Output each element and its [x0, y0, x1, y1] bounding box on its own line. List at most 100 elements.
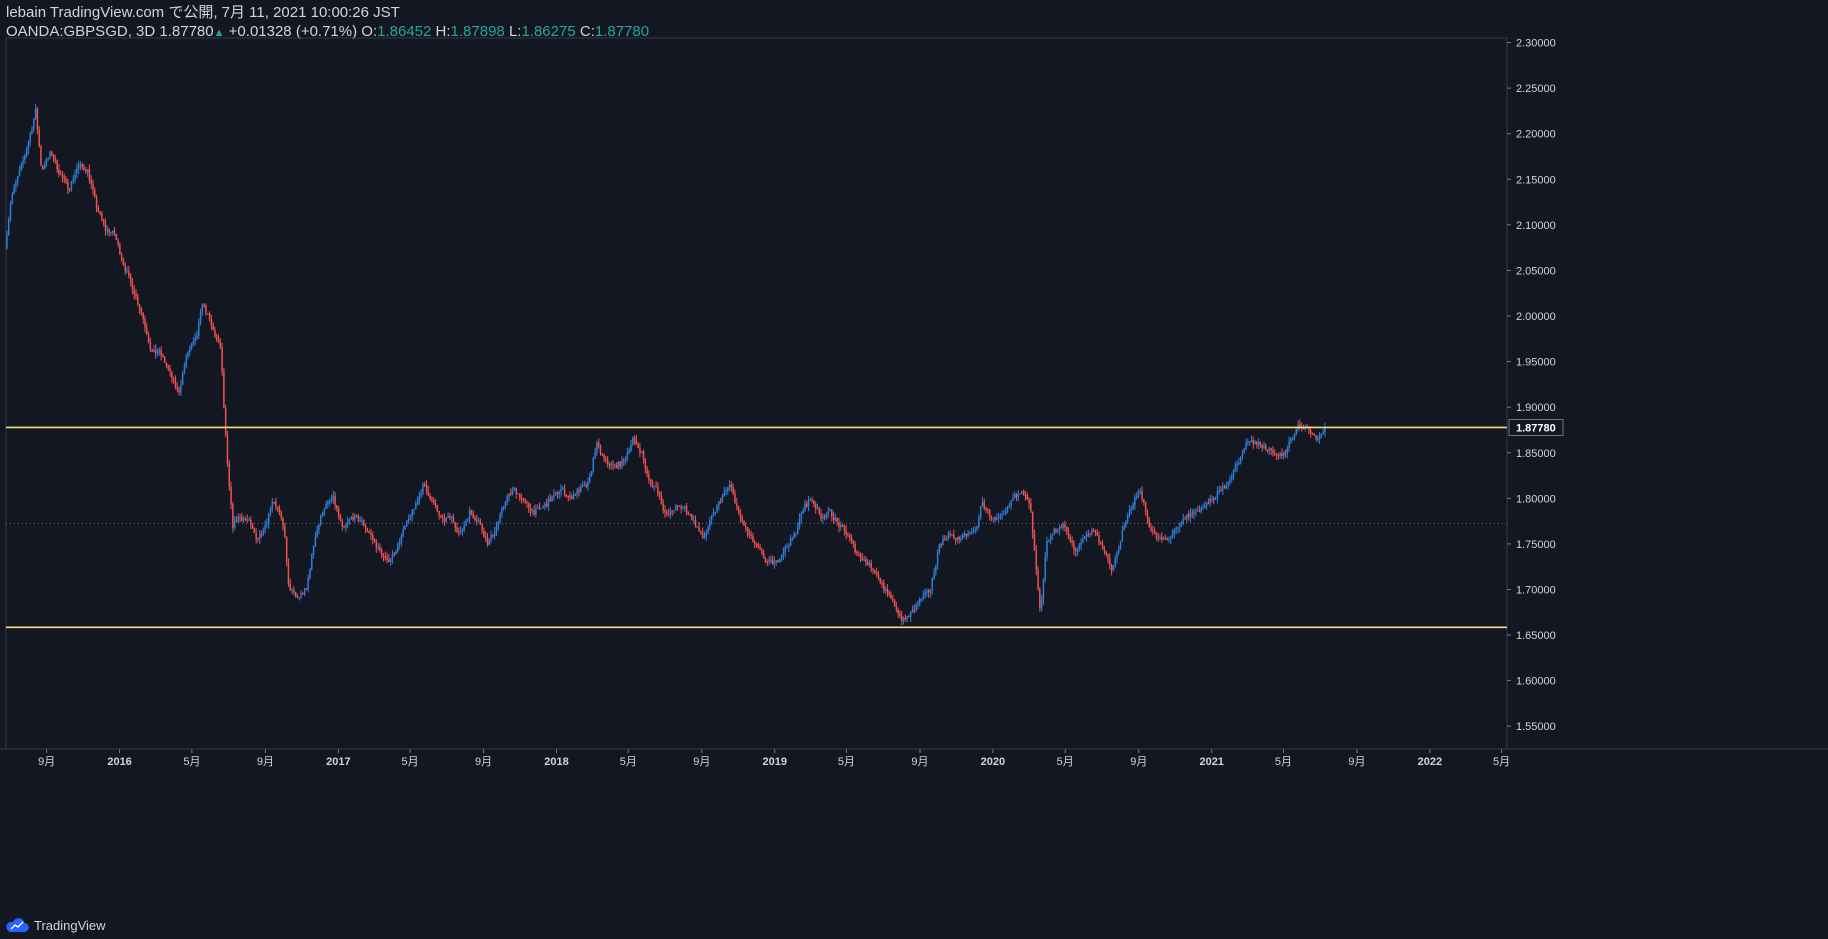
candle-body	[215, 336, 218, 340]
candle-body	[135, 294, 137, 297]
candle-body	[678, 505, 681, 507]
candle-body	[398, 542, 401, 544]
candle-body	[366, 528, 369, 531]
candle-body	[359, 520, 361, 522]
candle-body	[970, 531, 973, 533]
candle-body	[203, 304, 205, 306]
time-axis-label: 2021	[1199, 756, 1223, 768]
candle-body	[531, 510, 534, 512]
candle-body	[635, 439, 638, 445]
time-axis-label: 5月	[402, 756, 419, 768]
candle-body	[893, 600, 896, 607]
candle-body	[1003, 513, 1005, 515]
candle-body	[266, 523, 268, 526]
candle-body	[999, 515, 1002, 517]
candle-body	[1247, 442, 1249, 444]
candle-body	[859, 554, 862, 558]
candle-body	[694, 519, 697, 527]
candle-body	[944, 538, 946, 540]
candle-body	[560, 488, 562, 493]
candle-body	[1100, 542, 1102, 545]
candle-body	[165, 363, 168, 366]
candle-body	[746, 526, 749, 533]
candle-body	[1042, 578, 1045, 600]
candle-body	[224, 407, 227, 435]
candle-body	[341, 520, 343, 526]
candle-body	[920, 598, 923, 600]
candle-body	[348, 519, 351, 522]
candle-body	[773, 561, 776, 564]
candle-body	[675, 505, 677, 511]
candle-body	[219, 341, 222, 348]
candle-body	[1322, 431, 1324, 435]
candle-body	[1089, 533, 1091, 536]
candle-body	[370, 532, 372, 536]
candle-body	[1039, 589, 1041, 609]
candle-body	[936, 551, 939, 565]
candle-body	[1152, 530, 1154, 532]
candle-body	[124, 265, 127, 272]
candle-body	[988, 509, 991, 517]
candle-body	[664, 509, 666, 513]
candle-body	[1105, 551, 1107, 554]
candle-body	[987, 509, 989, 511]
candle-body	[1098, 535, 1100, 543]
candle-body	[615, 465, 618, 469]
candle-body	[393, 553, 396, 555]
candle-body	[386, 557, 388, 560]
publish-info: lebain TradingView.com で公開, 7月 11, 2021 …	[6, 4, 400, 21]
candle-body	[743, 521, 745, 526]
candle-body	[594, 452, 596, 459]
candle-body	[832, 516, 835, 521]
candle-body	[251, 524, 254, 529]
candle-body	[38, 129, 40, 147]
candle-body	[658, 493, 661, 497]
candle-body	[727, 487, 729, 491]
candle-body	[1094, 531, 1097, 533]
candle-body	[59, 174, 62, 176]
candle-body	[587, 482, 589, 487]
candle-body	[33, 118, 35, 129]
candle-body	[890, 594, 892, 599]
candle-body	[1211, 498, 1213, 500]
candle-body	[804, 503, 806, 511]
candle-body	[108, 229, 110, 233]
candle-body	[626, 453, 629, 460]
candle-body	[979, 506, 982, 519]
candle-body	[850, 537, 853, 541]
candle-body	[632, 437, 634, 445]
candle-body	[802, 510, 804, 514]
candle-body	[1126, 515, 1129, 522]
symbol-label: OANDA:GBPSGD, 3D	[6, 23, 156, 40]
candle-body	[1202, 507, 1204, 509]
time-axis-label: 5月	[838, 756, 855, 768]
candle-body	[309, 569, 311, 579]
candle-body	[1146, 511, 1149, 519]
candle-body	[497, 521, 500, 527]
candle-body	[714, 511, 717, 513]
candle-body	[770, 559, 772, 561]
candle-body	[870, 562, 873, 569]
candle-body	[809, 499, 812, 501]
candle-body	[965, 533, 968, 537]
candle-body	[361, 520, 363, 522]
candle-body	[293, 589, 295, 593]
candle-body	[1191, 512, 1194, 515]
candle-body	[653, 486, 656, 488]
price-axis-label: 2.00000	[1516, 311, 1556, 323]
candle-body	[36, 108, 39, 130]
candle-body	[841, 524, 844, 527]
candle-body	[235, 520, 238, 522]
candle-body	[1275, 453, 1278, 456]
candle-body	[1175, 528, 1177, 531]
candle-body	[687, 512, 690, 515]
candle-body	[1187, 514, 1190, 517]
candle-body	[1313, 433, 1315, 436]
candle-body	[621, 460, 623, 467]
candle-body	[269, 509, 272, 514]
candle-body	[535, 508, 537, 515]
candle-body	[291, 589, 293, 591]
tradingview-branding[interactable]: TradingView	[5, 917, 106, 933]
candle-body	[1204, 505, 1206, 508]
